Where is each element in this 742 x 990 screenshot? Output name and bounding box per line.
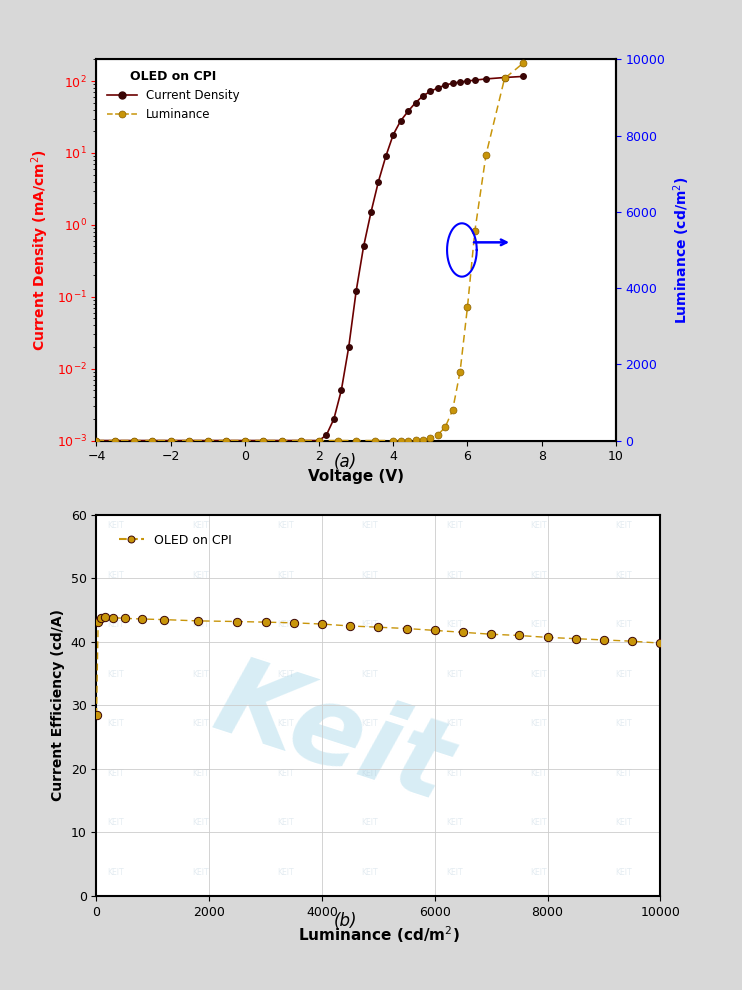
Text: KEIT: KEIT — [361, 769, 378, 778]
Text: KEIT: KEIT — [277, 620, 294, 630]
Text: KEIT: KEIT — [446, 819, 463, 828]
Text: KEIT: KEIT — [615, 570, 632, 579]
Text: KEIT: KEIT — [361, 620, 378, 630]
Text: (b): (b) — [333, 912, 357, 930]
Legend: Current Density, Luminance: Current Density, Luminance — [102, 65, 244, 126]
Text: KEIT: KEIT — [446, 570, 463, 579]
Text: KEIT: KEIT — [615, 521, 632, 530]
Text: KEIT: KEIT — [615, 620, 632, 630]
Text: KEIT: KEIT — [446, 868, 463, 877]
Text: KEIT: KEIT — [361, 819, 378, 828]
Text: KEIT: KEIT — [615, 819, 632, 828]
Text: KEIT: KEIT — [531, 521, 548, 530]
Legend: OLED on CPI: OLED on CPI — [114, 529, 237, 551]
Text: KEIT: KEIT — [192, 570, 209, 579]
Text: KEIT: KEIT — [108, 521, 125, 530]
Text: KEIT: KEIT — [277, 521, 294, 530]
Text: KEIT: KEIT — [531, 819, 548, 828]
Text: KEIT: KEIT — [192, 868, 209, 877]
Text: KEIT: KEIT — [531, 669, 548, 679]
Text: KEIT: KEIT — [446, 720, 463, 729]
Text: KEIT: KEIT — [192, 819, 209, 828]
Text: KEIT: KEIT — [446, 521, 463, 530]
Text: KEIT: KEIT — [361, 720, 378, 729]
Text: KEIT: KEIT — [277, 819, 294, 828]
Text: KEIT: KEIT — [361, 669, 378, 679]
Text: KEIT: KEIT — [361, 570, 378, 579]
Y-axis label: Current Density (mA/cm$^2$): Current Density (mA/cm$^2$) — [30, 149, 51, 350]
Text: KEIT: KEIT — [615, 669, 632, 679]
Text: KEIT: KEIT — [615, 769, 632, 778]
Text: KEIT: KEIT — [192, 769, 209, 778]
Text: KEIT: KEIT — [361, 868, 378, 877]
X-axis label: Luminance (cd/m$^2$): Luminance (cd/m$^2$) — [298, 925, 459, 944]
Text: Keit: Keit — [203, 648, 464, 824]
Text: KEIT: KEIT — [192, 521, 209, 530]
Text: KEIT: KEIT — [192, 620, 209, 630]
Text: KEIT: KEIT — [277, 570, 294, 579]
Text: KEIT: KEIT — [531, 620, 548, 630]
Text: KEIT: KEIT — [108, 769, 125, 778]
Text: KEIT: KEIT — [446, 769, 463, 778]
Text: KEIT: KEIT — [531, 769, 548, 778]
Text: KEIT: KEIT — [446, 669, 463, 679]
Text: KEIT: KEIT — [108, 620, 125, 630]
Text: KEIT: KEIT — [531, 868, 548, 877]
Text: KEIT: KEIT — [446, 620, 463, 630]
Text: KEIT: KEIT — [108, 570, 125, 579]
Text: (a): (a) — [333, 453, 357, 471]
Text: KEIT: KEIT — [277, 720, 294, 729]
Text: KEIT: KEIT — [108, 819, 125, 828]
X-axis label: Voltage (V): Voltage (V) — [308, 469, 404, 484]
Text: KEIT: KEIT — [531, 720, 548, 729]
Text: KEIT: KEIT — [108, 669, 125, 679]
Text: KEIT: KEIT — [277, 769, 294, 778]
Text: KEIT: KEIT — [615, 720, 632, 729]
Y-axis label: Luminance (cd/m$^2$): Luminance (cd/m$^2$) — [671, 176, 692, 324]
Text: KEIT: KEIT — [192, 720, 209, 729]
Text: KEIT: KEIT — [192, 669, 209, 679]
Text: KEIT: KEIT — [277, 669, 294, 679]
Text: KEIT: KEIT — [361, 521, 378, 530]
Text: KEIT: KEIT — [108, 720, 125, 729]
Y-axis label: Current Efficiency (cd/A): Current Efficiency (cd/A) — [51, 610, 65, 801]
Text: KEIT: KEIT — [108, 868, 125, 877]
Text: KEIT: KEIT — [531, 570, 548, 579]
Text: KEIT: KEIT — [615, 868, 632, 877]
Text: KEIT: KEIT — [277, 868, 294, 877]
